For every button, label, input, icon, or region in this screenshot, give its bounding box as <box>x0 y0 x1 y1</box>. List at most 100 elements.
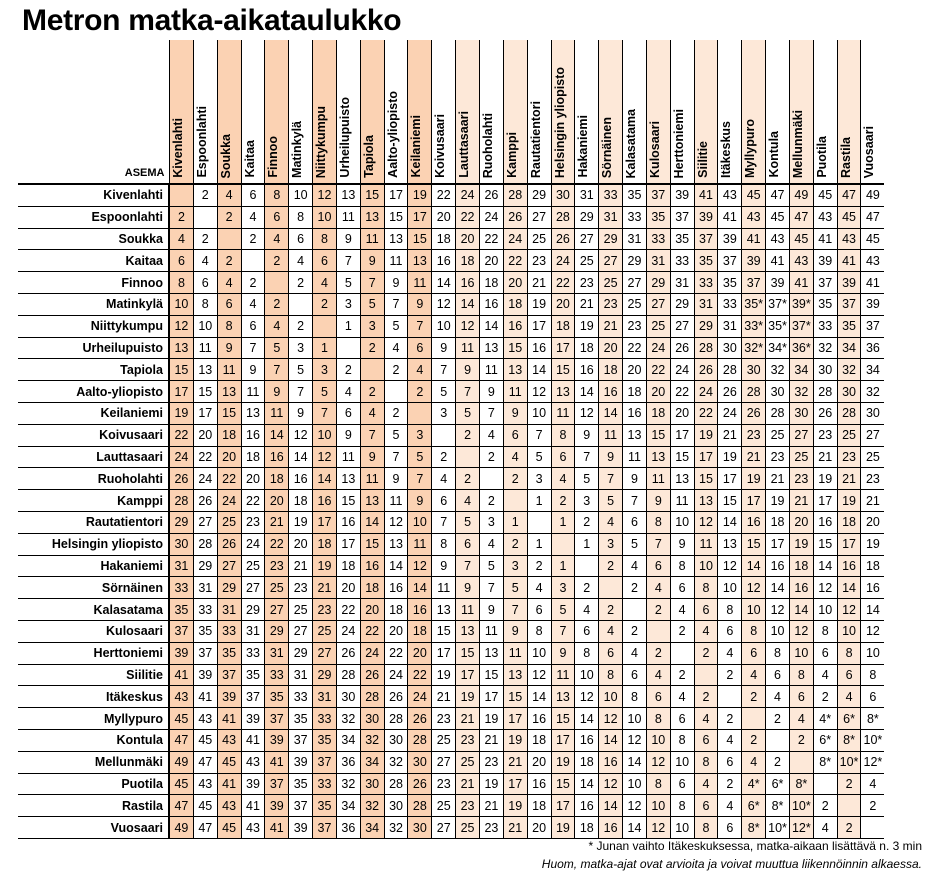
column-header-label: Espoonlahti <box>194 106 209 178</box>
table-cell: 32 <box>836 358 861 382</box>
table-cell: 2 <box>812 685 838 709</box>
travel-time-value: 14 <box>460 297 475 312</box>
travel-time-value: 12 <box>627 733 642 748</box>
travel-time-value: 4* <box>819 711 832 726</box>
table-cell: 4 <box>478 424 504 447</box>
table-cell: 20 <box>526 751 551 774</box>
table-cell: 12 <box>860 620 885 643</box>
travel-time-value: 19 <box>317 558 332 573</box>
column-header-3: Kaitaa <box>240 40 265 185</box>
table-cell: 23 <box>574 271 599 294</box>
table-cell: 14 <box>288 446 313 469</box>
table-cell: 19 <box>741 467 766 491</box>
table-cell: 11 <box>335 446 361 469</box>
table-cell <box>455 446 480 469</box>
table-cell: 26 <box>478 184 504 207</box>
travel-time-value: 4 <box>297 253 305 268</box>
table-cell: 21 <box>598 315 623 338</box>
table-cell: 39 <box>836 271 861 294</box>
table-cell: 8 <box>669 555 695 578</box>
table-cell: 4 <box>478 533 504 556</box>
travel-time-value: 11 <box>604 428 618 443</box>
travel-time-value: 30 <box>722 340 737 355</box>
travel-time-value: 16 <box>818 515 833 530</box>
table-cell: 12 <box>598 707 623 730</box>
column-header-label: Hakaniemi <box>576 115 591 178</box>
table-cell: 22 <box>693 402 718 425</box>
table-row: Kalasatama 35 33 31 29 27 25 23 22 20 18 16 13 11 9 7 6 5… <box>18 598 885 621</box>
travel-time-value: 7 <box>654 537 662 552</box>
table-cell: 7 <box>407 467 432 491</box>
travel-time-value: 6 <box>726 624 734 639</box>
travel-time-value: 7 <box>487 406 495 421</box>
travel-time-value: 7 <box>511 602 519 617</box>
table-cell: 2 <box>645 642 671 665</box>
travel-time-value: 41 <box>818 231 833 246</box>
table-cell: 9 <box>669 533 695 556</box>
travel-time-value: 16 <box>317 493 332 508</box>
travel-time-value: 6 <box>249 319 257 334</box>
table-cell: 17 <box>550 337 575 360</box>
travel-time-value: 6 <box>273 210 281 225</box>
table-cell: 16 <box>455 271 480 294</box>
travel-time-value: 15 <box>198 384 213 399</box>
table-cell: 19 <box>478 773 504 796</box>
table-cell: 12 <box>312 446 337 469</box>
table-cell: 29 <box>240 598 265 621</box>
table-cell: 29 <box>645 271 671 294</box>
table-cell: 14 <box>765 576 790 600</box>
travel-time-value: 41 <box>770 253 785 268</box>
table-cell: 6 <box>264 206 289 229</box>
travel-time-value: 20 <box>603 340 618 355</box>
travel-time-value: 22 <box>651 362 666 377</box>
table-cell: 10 <box>645 729 671 752</box>
table-cell: 6 <box>645 555 671 578</box>
table-cell: 39 <box>288 816 313 839</box>
travel-time-value: 18 <box>794 558 809 573</box>
table-cell <box>693 664 718 687</box>
travel-time-value: 16 <box>365 558 380 573</box>
travel-time-value: 17 <box>317 515 332 530</box>
row-station-name: Keilaniemi <box>18 402 170 425</box>
table-cell: 31 <box>574 184 599 207</box>
table-cell: 8* <box>765 794 790 818</box>
travel-time-value: 33 <box>222 624 237 639</box>
table-cell: 25 <box>216 511 242 534</box>
column-header-label: Matinkylä <box>290 121 305 178</box>
travel-time-value: 4 <box>177 231 185 246</box>
table-cell: 12 <box>812 576 838 600</box>
travel-time-value: 14 <box>746 558 761 573</box>
table-cell: 4 <box>765 685 790 709</box>
travel-time-value: 22 <box>389 646 403 661</box>
travel-time-value: 18 <box>460 253 475 268</box>
table-row: Keilaniemi 19 17 15 13 11 9 7 6 4 2 3 5 7 9 10 11 12 14 16 1… <box>18 402 885 425</box>
table-cell: 31 <box>288 664 313 687</box>
travel-time-value: 37 <box>293 733 308 748</box>
travel-time-value: 39 <box>293 755 308 770</box>
travel-time-value: 31 <box>675 275 690 290</box>
table-cell: 7 <box>359 271 385 294</box>
travel-time-value: 24 <box>246 537 260 552</box>
travel-time-value: 8 <box>630 689 638 704</box>
travel-time-value: 18 <box>341 558 356 573</box>
column-header-15: Rautatientori <box>526 40 551 185</box>
table-cell: 36 <box>860 337 885 360</box>
table-cell: 5 <box>407 446 432 469</box>
travel-time-value: 20 <box>389 624 403 639</box>
travel-time-value: 7 <box>368 428 376 443</box>
table-cell: 18 <box>622 380 647 403</box>
table-cell: 37 <box>741 271 766 294</box>
table-cell: 14 <box>836 576 861 600</box>
table-cell: 34* <box>765 337 790 360</box>
table-cell: 24 <box>550 249 575 273</box>
travel-time-value: 49 <box>865 188 880 203</box>
table-cell: 8 <box>693 576 718 600</box>
table-cell: 4 <box>431 467 456 491</box>
travel-time-value: 8 <box>774 646 781 661</box>
travel-time-value: 8* <box>866 711 879 726</box>
table-cell: 33 <box>288 685 313 709</box>
table-cell: 4 <box>693 620 718 643</box>
table-cell: 30 <box>168 533 194 556</box>
table-cell: 11 <box>359 228 385 251</box>
table-cell: 7 <box>335 249 361 273</box>
